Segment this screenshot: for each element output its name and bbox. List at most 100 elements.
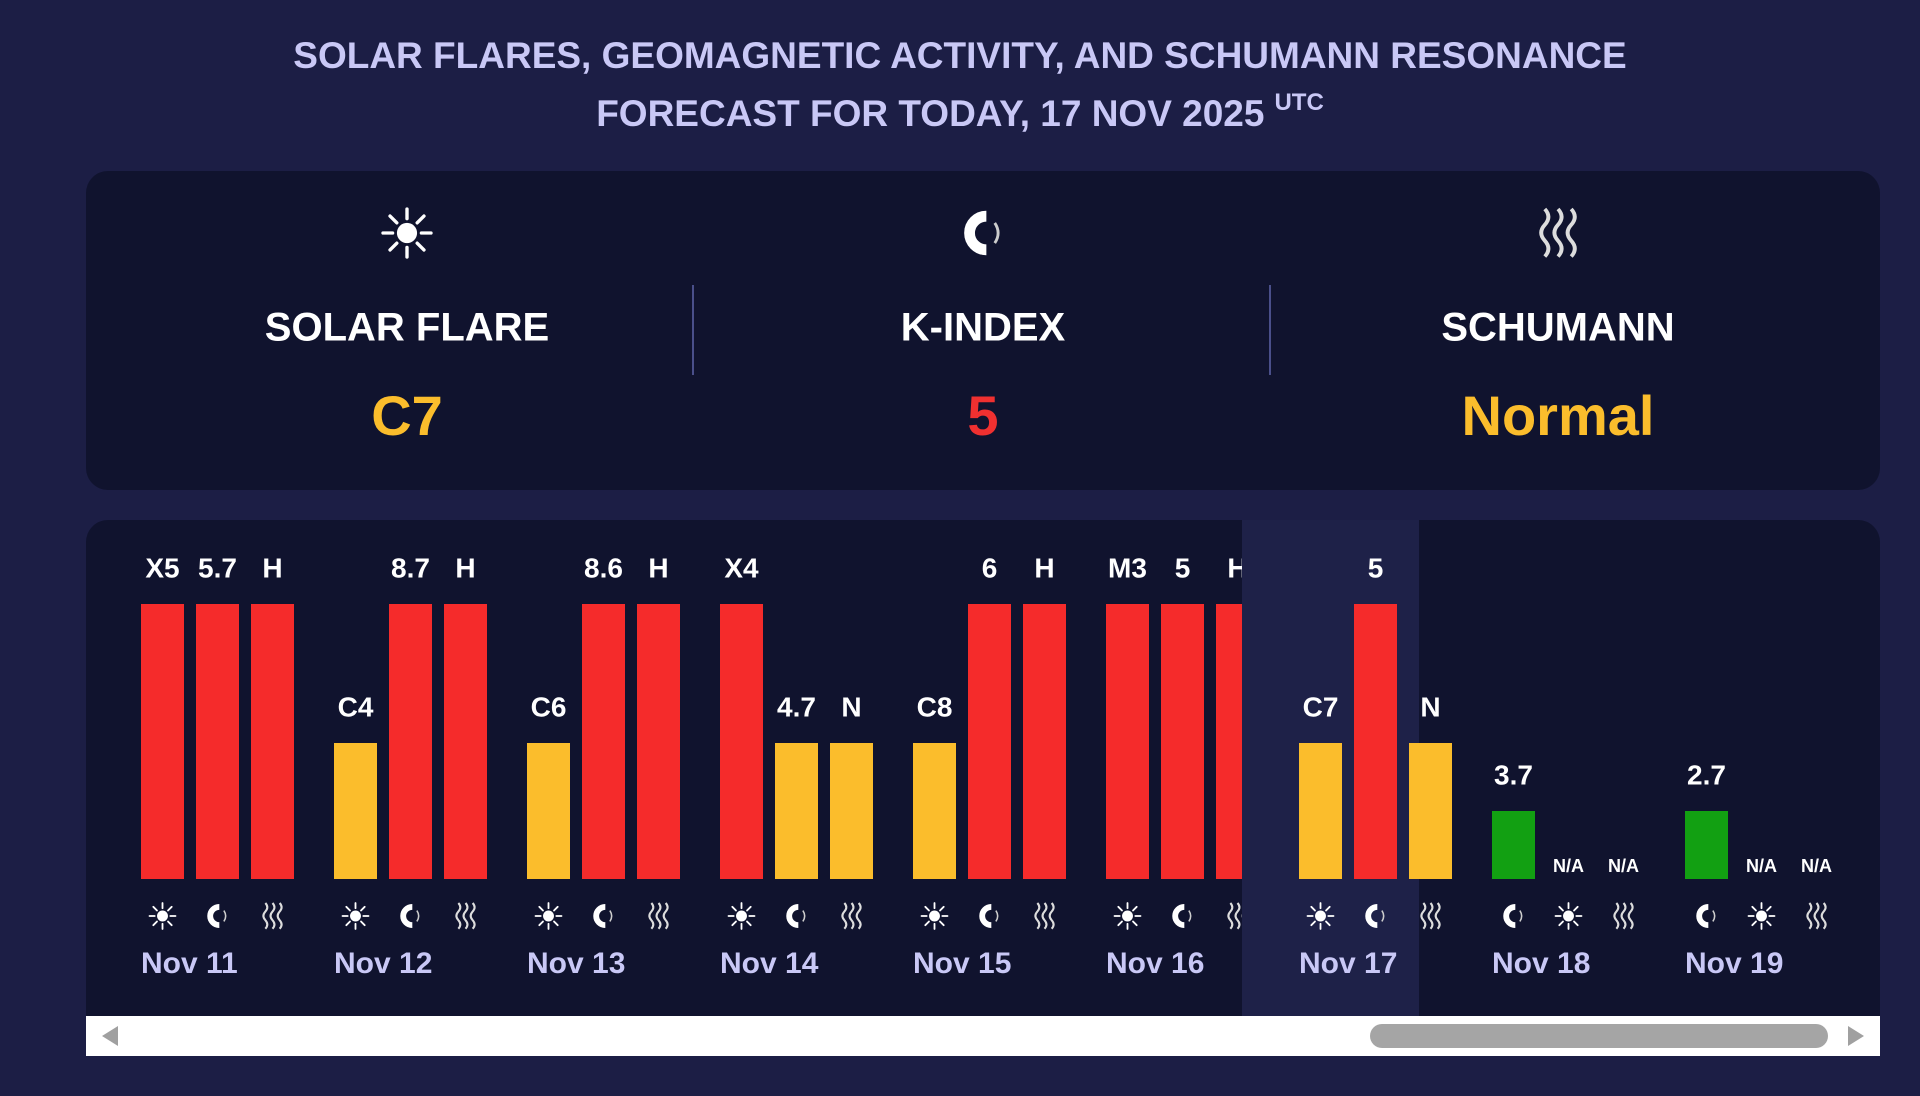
wave <box>455 902 462 930</box>
magnet-field <box>223 910 227 922</box>
sun-ray <box>360 905 366 912</box>
sun-ray <box>939 905 945 912</box>
date-label: Nov 19 <box>1685 947 1783 980</box>
wave <box>1820 902 1827 930</box>
bar <box>582 604 625 879</box>
sun-ray <box>939 920 945 927</box>
waves-icon <box>648 902 669 930</box>
scroll-left[interactable] <box>102 1026 118 1046</box>
scroll-right[interactable] <box>1848 1026 1864 1046</box>
wave <box>462 902 469 930</box>
wave <box>655 902 662 930</box>
summary-value: C7 <box>371 384 443 447</box>
bar-label: 5 <box>1368 552 1384 583</box>
bar-label: X5 <box>145 552 179 583</box>
sun-ray <box>1573 905 1579 912</box>
scroll-thumb[interactable] <box>1370 1024 1828 1048</box>
date-label: Nov 15 <box>913 947 1011 980</box>
bar <box>720 604 763 879</box>
waves-icon <box>262 902 283 930</box>
sun-icon <box>1113 902 1142 930</box>
bar <box>251 604 294 879</box>
waves-icon <box>841 902 862 930</box>
bar <box>830 743 873 879</box>
wave <box>855 902 862 930</box>
bar-label: 3.7 <box>1494 759 1533 790</box>
wave <box>1227 902 1234 930</box>
magnet-field <box>1519 910 1523 922</box>
sun-ray <box>1573 920 1579 927</box>
sun-ray <box>167 905 173 912</box>
magnet-field <box>995 910 999 922</box>
sun-ray <box>345 905 351 912</box>
summary-card <box>86 171 1880 490</box>
bar-label: H <box>648 552 668 583</box>
bar-label: C8 <box>917 691 953 722</box>
magnet-icon <box>207 903 227 929</box>
sun-ray <box>1766 920 1772 927</box>
summary-label: SOLAR FLARE <box>265 306 549 350</box>
sun-ray <box>731 905 737 912</box>
sun-icon <box>1554 902 1583 930</box>
sun-ray <box>924 905 930 912</box>
sun-core <box>1315 910 1326 922</box>
magnet-body <box>979 903 992 929</box>
bar <box>1409 743 1452 879</box>
sun-core <box>1563 910 1574 922</box>
waves-icon <box>455 902 476 930</box>
magnet-body <box>593 903 606 929</box>
bar-label: C7 <box>1303 691 1339 722</box>
wave <box>1434 902 1441 930</box>
summary-label: K-INDEX <box>901 306 1066 350</box>
magnet-body <box>400 903 413 929</box>
bar <box>1299 743 1342 879</box>
date-label: Nov 11 <box>141 947 238 980</box>
bar <box>334 743 377 879</box>
sun-ray <box>1117 920 1123 927</box>
sun-ray <box>1310 905 1316 912</box>
wave <box>1627 902 1634 930</box>
wave <box>1420 902 1427 930</box>
magnet-icon <box>1696 903 1716 929</box>
bar-label: 4.7 <box>777 691 816 722</box>
magnet-icon <box>1503 903 1523 929</box>
sun-core <box>929 910 940 922</box>
bar <box>1161 604 1204 879</box>
bar <box>527 743 570 879</box>
wave <box>1427 902 1434 930</box>
waves-icon <box>1539 207 1577 258</box>
sun-ray <box>167 920 173 927</box>
wave <box>1552 207 1564 258</box>
date-label: Nov 12 <box>334 947 432 980</box>
sun-ray <box>1751 905 1757 912</box>
sun-icon <box>727 902 756 930</box>
sun-core <box>1756 910 1767 922</box>
wave <box>1048 902 1055 930</box>
wave <box>841 902 848 930</box>
sun-ray <box>746 905 752 912</box>
magnet-field <box>993 222 1000 244</box>
sun-ray <box>1766 905 1772 912</box>
date-label: Nov 16 <box>1106 947 1204 980</box>
sun-ray <box>415 241 426 252</box>
wave <box>469 902 476 930</box>
wave <box>1041 902 1048 930</box>
sun-core <box>543 910 554 922</box>
sun-icon <box>920 902 949 930</box>
sun-ray <box>360 920 366 927</box>
magnet-icon <box>593 903 613 929</box>
sun-icon <box>381 207 433 259</box>
sun-ray <box>924 920 930 927</box>
title: FORECAST FOR TODAY, 17 NOV 2025 <box>596 93 1264 134</box>
bar-label: N <box>1420 691 1440 722</box>
summary-value: 5 <box>967 384 998 447</box>
date-label: Nov 13 <box>527 947 625 980</box>
wave <box>1034 902 1041 930</box>
sun-ray <box>1132 920 1138 927</box>
sun-core <box>1122 910 1133 922</box>
sun-ray <box>1117 905 1123 912</box>
waves-icon <box>1034 902 1055 930</box>
wave <box>1620 902 1627 930</box>
